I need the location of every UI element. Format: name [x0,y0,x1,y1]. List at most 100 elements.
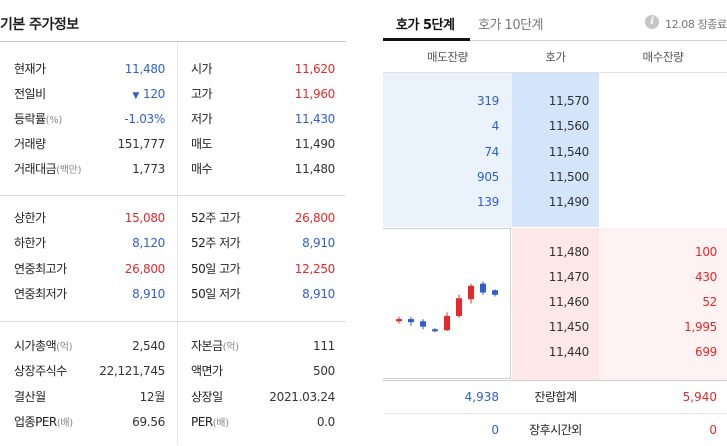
info-value: 151,777 [75,132,165,157]
info-label-unit: (배) [212,418,229,429]
info-value: 26,800 [75,257,166,282]
info-value: 1,773 [75,157,165,182]
info-value: 11,620 [245,57,336,82]
info-row: 거래대금(백만) 1,773 매수 11,480 [0,157,346,182]
info-label-unit: (%) [45,115,63,126]
info-value-text: 1,773 [132,162,165,176]
info-value: -1.03% [75,107,165,132]
candle-body [480,283,486,293]
info-value: 69.56 [75,410,165,435]
ask-row[interactable]: 74 11,540 [383,140,727,165]
info-label: 시가총액(억) [14,334,73,359]
info-row: 전일비 ▼ 120 고가 11,960 [0,82,346,107]
header-sell-qty: 매도잔량 [426,50,469,64]
bid-row[interactable]: 11,470 430 [383,265,727,290]
after-hours-row: 0 장후시간외 0 [383,414,727,446]
info-label-text: 하한가 [14,236,46,250]
info-value-text: 12월 [139,390,166,404]
info-value-text: 69.56 [132,415,165,429]
down-arrow-icon: ▼ [132,91,139,101]
info-label-text: 업종PER [14,415,57,429]
info-value-text: 0.0 [316,415,335,429]
info-row: 결산월 12월 상장일 2021.03.24 [0,385,346,410]
bid-price-area [512,228,599,380]
bid-qty: 699 [694,345,717,359]
info-value-text: 11,490 [294,137,336,151]
ask-qty: 905 [476,169,499,184]
bid-price: 11,450 [548,320,590,334]
info-value-text: 151,777 [117,137,165,151]
info-label: 거래대금(백만) [14,157,81,182]
ask-price: 11,570 [548,94,590,108]
info-label-text: 자본금 [191,339,223,353]
info-value-text: 11,480 [294,162,336,176]
info-label-text: 52주 저가 [191,236,241,250]
bid-row[interactable]: 11,440 699 [383,340,727,365]
bid-qty: 1,995 [684,320,717,334]
bid-price: 11,460 [548,295,590,309]
info-label-text: 50일 고가 [191,262,241,276]
info-label: 업종PER(배) [14,410,73,435]
ask-row[interactable]: 319 11,570 [383,89,727,114]
info-label-text: 현재가 [14,62,46,76]
info-value: 8,910 [75,282,165,307]
candle-body [444,315,450,331]
tab-orderbook-5[interactable]: 호가 5단계 [396,18,455,33]
info-label-text: 거래량 [14,137,46,151]
tab-orderbook-10[interactable]: 호가 10단계 [478,18,544,33]
info-value-text: 120 [142,87,165,101]
info-value-text: 500 [312,364,335,378]
info-value-text: 11,620 [294,62,336,76]
bid-qty-area [599,228,727,380]
info-label-text: 저가 [191,112,213,126]
ask-qty: 319 [476,94,499,108]
info-label: 52주 고가 [191,206,241,231]
info-label-text: 시가총액 [14,339,57,353]
info-label: 상장일 [191,385,223,410]
info-label: 결산월 [14,385,46,410]
info-icon[interactable]: i [645,15,659,29]
total-label: 잔량합계 [534,390,577,404]
info-value: 8,120 [75,231,165,256]
basic-info-title: 기본 주가정보 [0,17,79,33]
info-value: 8,910 [245,282,335,307]
info-value-text: 26,800 [294,211,336,225]
candle-body [408,319,414,323]
info-label-unit: (배) [56,418,73,429]
info-row: 하한가 8,120 52주 저가 8,910 [0,231,346,256]
info-label: 자본금(억) [191,334,239,359]
info-label: 거래량 [14,132,46,157]
title-divider [0,41,346,42]
candle-body [420,321,426,327]
info-label-text: 상장일 [191,390,223,404]
info-row: 연중최저가 8,910 50일 저가 8,910 [0,282,346,307]
info-label: 매도 [191,132,213,157]
candle-body [432,329,438,332]
info-label: 고가 [191,82,213,107]
column-divider [177,322,178,445]
candle-body [456,298,462,316]
info-value-text: 8,910 [132,287,165,301]
info-value: 500 [245,359,335,384]
bid-row[interactable]: 11,460 52 [383,290,727,315]
info-value: 11,480 [75,57,166,82]
ask-row[interactable]: 139 11,490 [383,190,727,215]
summary-divider [383,380,727,381]
ask-row[interactable]: 905 11,500 [383,165,727,190]
bid-price: 11,470 [548,270,590,284]
info-value: ▼ 120 [75,82,165,107]
info-row: 시가총액(억) 2,540 자본금(억) 111 [0,334,346,359]
info-row: 현재가 11,480 시가 11,620 [0,57,346,82]
info-label: 연중최저가 [14,282,67,307]
after-hours-buy-qty: 0 [709,423,717,437]
column-divider [177,196,178,321]
info-label: 상한가 [14,206,46,231]
bid-row[interactable]: 11,450 1,995 [383,315,727,340]
info-value: 11,960 [245,82,336,107]
info-label-unit: (억) [222,342,239,353]
ask-qty-area [383,73,512,227]
ask-row[interactable]: 4 11,560 [383,114,727,139]
info-label-unit: (백만) [56,165,82,176]
info-value: 11,490 [245,132,336,157]
bid-row[interactable]: 11,480 100 [383,240,727,265]
